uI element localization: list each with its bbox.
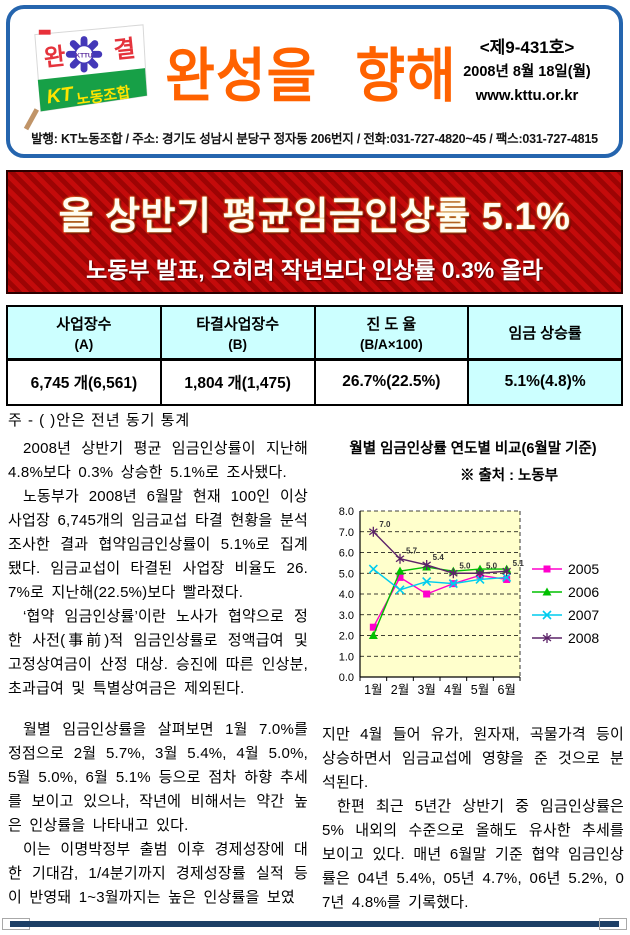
svg-text:7.0: 7.0: [379, 520, 391, 529]
table-footnote: 주 - ( )안은 전년 동기 통계: [8, 412, 191, 429]
publisher-info: 발행: KT노동조합 / 주소: 경기도 성남시 분당구 정자동 206번지 /…: [31, 132, 598, 146]
table-data-row: 6,745 개(6,561) 1,804 개(1,475) 26.7%(22.5…: [6, 358, 623, 406]
footer-rule: [2, 918, 627, 931]
flag-kt-text: KT: [45, 83, 76, 109]
paragraph: 이는 이명박정부 출범 이후 경제성장에 대한 기대감, 1/4분기까지 경제성…: [8, 841, 308, 906]
chart-title: 월별 임금인상률 연도별 비교(6월말 기준): [349, 441, 597, 457]
svg-text:5월: 5월: [471, 683, 489, 697]
table-header-row: 사업장수 (A) 타결사업장수 (B) 진 도 율 (B/A×100) 임금 상승률: [6, 305, 623, 361]
cell-progress: 26.7%(22.5%): [313, 358, 470, 406]
stats-table: 사업장수 (A) 타결사업장수 (B) 진 도 율 (B/A×100) 임금 상승률 …: [6, 305, 623, 406]
svg-text:5.1: 5.1: [513, 559, 525, 568]
paragraph: 2008년 상반기 평균 임금인상률이 지난해 4.8%보다 0.3% 상승한 …: [8, 440, 308, 481]
flag-pole: [23, 108, 39, 131]
flag-corner-mark: [38, 29, 51, 35]
paragraph: ‘협약 임금인상률’이란 노사가 협약으로 정한 사전(事前)적 임금인상률로 …: [8, 608, 308, 697]
svg-text:3.0: 3.0: [339, 610, 354, 622]
cell-workplaces: 6,745 개(6,561): [6, 358, 162, 406]
newsletter-title: 완성을 향해: [165, 44, 457, 109]
paragraph: 월별 임금인상률을 살펴보면 1월 7.0%를 정점으로 2월 5.7%, 3월…: [8, 721, 308, 834]
footer-rule-bar: [10, 921, 619, 927]
headline-banner: 올 상반기 평균임금인상률 5.1% 노동부 발표, 오히려 작년보다 인상률 …: [6, 170, 623, 294]
issue-date: 2008년 8월 18일(월): [463, 64, 591, 81]
svg-text:2008: 2008: [568, 630, 599, 646]
monthly-wage-increase-chart: 0.0 1.0 2.0 3.0 4.0 5.0 6.0 7.0 8.0 1월 2월 3월 4월 5월 6월 7…: [339, 506, 600, 697]
cell-settled: 1,804 개(1,475): [159, 358, 316, 406]
col-header-progress: 진 도 율 (B/A×100): [313, 305, 470, 361]
article-right-column: 월별 임금인상률 연도별 비교(6월말 기준) ※ 출처 : 노동부 0.0 1.…: [322, 437, 624, 915]
svg-text:6월: 6월: [497, 683, 515, 697]
banner-subheadline: 노동부 발표, 오히려 작년보다 인상률 0.3% 올라: [86, 257, 543, 283]
issue-number: <제9-431호>: [479, 38, 575, 57]
union-flag-logo: 완 결 KTTU KT 노동조합: [23, 24, 148, 131]
svg-text:1월: 1월: [364, 683, 382, 697]
flag-char-left: 완: [43, 43, 68, 72]
svg-text:2007: 2007: [568, 607, 599, 623]
svg-text:2005: 2005: [568, 561, 599, 577]
svg-text:3월: 3월: [417, 683, 435, 697]
svg-text:4.0: 4.0: [339, 589, 354, 601]
footer-rule-right-cap: [599, 918, 627, 930]
col-header-wage-rate: 임금 상승률: [467, 305, 623, 361]
issue-info: <제9-431호> 2008년 8월 18일(월) www.kttu.or.kr: [443, 35, 611, 107]
svg-text:5.4: 5.4: [433, 553, 445, 562]
svg-text:5.0: 5.0: [486, 561, 498, 570]
svg-text:2006: 2006: [568, 584, 599, 600]
svg-text:8.0: 8.0: [339, 506, 354, 518]
svg-text:1.0: 1.0: [339, 651, 354, 663]
paragraph: 노동부가 2008년 6월말 현재 100인 이상 사업장 6,745개의 임금…: [8, 488, 308, 601]
col-header-settled: 타결사업장수 (B): [159, 305, 316, 361]
flag-emblem-text: KTTU: [76, 52, 93, 59]
svg-text:7.0: 7.0: [339, 527, 354, 539]
paragraph: 한편 최근 5년간 상반기 중 임금인상률은 5% 내외의 수준으로 올해도 유…: [322, 798, 624, 911]
banner-headline: 올 상반기 평균임금인상률 5.1%: [58, 196, 571, 238]
col-header-workplaces: 사업장수 (A): [6, 305, 162, 361]
paragraph: 지만 4월 들어 유가, 원자재, 곡물가격 등이 상승하면서 임금교섭에 영향…: [322, 726, 624, 791]
svg-text:2.0: 2.0: [339, 631, 354, 643]
svg-text:5.0: 5.0: [339, 568, 354, 580]
article-left-column: 2008년 상반기 평균 임금인상률이 지난해 4.8%보다 0.3% 상승한 …: [8, 437, 308, 910]
flag-char-right: 결: [112, 35, 136, 64]
chart-source-note: ※ 출처 : 노동부: [459, 468, 559, 484]
svg-text:5.7: 5.7: [406, 547, 418, 556]
svg-text:6.0: 6.0: [339, 548, 354, 560]
svg-text:5.0: 5.0: [459, 561, 471, 570]
website-url: www.kttu.or.kr: [475, 86, 579, 104]
cell-wage-rate: 5.1%(4.8)%: [467, 358, 623, 406]
svg-text:2월: 2월: [391, 683, 409, 697]
flag-emblem-center: [74, 44, 94, 64]
svg-text:4월: 4월: [444, 683, 462, 697]
flag-green-band: [37, 68, 147, 112]
svg-text:0.0: 0.0: [339, 672, 354, 684]
masthead: 완 결 KTTU KT 노동조합 완성을 향해 <제9-431호> 2008년 …: [6, 5, 623, 158]
